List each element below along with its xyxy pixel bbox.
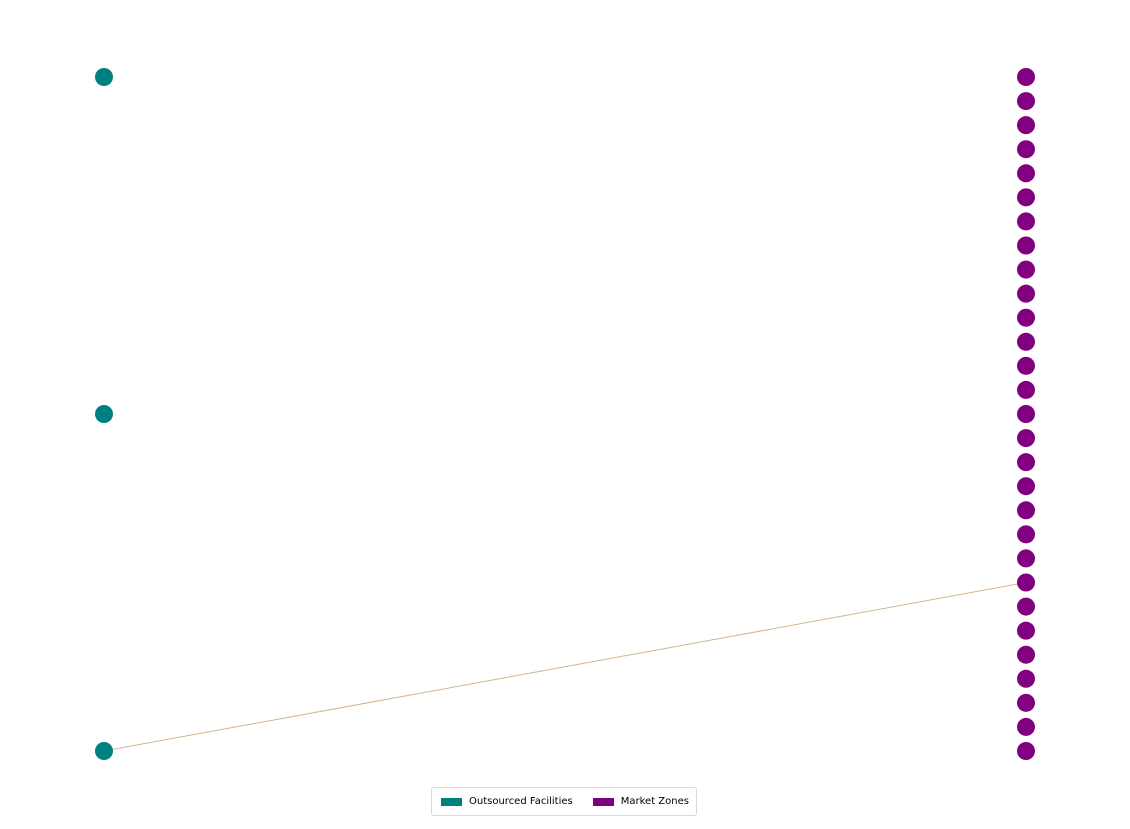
market-zone-node-11 [1017,308,1035,327]
facilities-layer [95,68,113,760]
market-zone-node-7 [1017,212,1035,231]
market-zone-node-22 [1017,573,1035,592]
market-zone-node-1 [1017,68,1035,86]
facility-node-2 [95,405,113,423]
legend-item-zones: Market Zones [592,796,689,807]
market-zone-node-18 [1017,477,1035,496]
zones-layer [1017,68,1035,760]
market-zone-node-4 [1017,140,1035,159]
legend: Outsourced Facilities Market Zones [431,787,697,816]
market-zone-node-17 [1017,453,1035,472]
market-zone-node-19 [1017,501,1035,520]
market-zone-node-20 [1017,525,1035,544]
market-zone-node-13 [1017,356,1035,375]
market-zone-node-2 [1017,92,1035,111]
market-zone-node-25 [1017,645,1035,664]
market-zone-node-9 [1017,260,1035,279]
market-zone-node-8 [1017,236,1035,255]
market-zone-node-12 [1017,332,1035,351]
market-zone-node-3 [1017,116,1035,135]
market-zone-node-27 [1017,693,1035,712]
market-zone-node-23 [1017,597,1035,616]
market-zone-node-15 [1017,405,1035,423]
legend-label-facilities: Outsourced Facilities [469,796,573,807]
market-zone-node-10 [1017,284,1035,303]
market-zone-node-6 [1017,188,1035,207]
market-zone-node-29 [1017,742,1035,760]
facility-node-1 [95,68,113,86]
market-zone-node-24 [1017,621,1035,640]
legend-label-zones: Market Zones [620,796,689,807]
legend-swatch-zones [592,797,614,806]
market-zone-node-16 [1017,429,1035,448]
market-zone-node-26 [1017,669,1035,688]
edges-layer [103,582,1027,752]
market-zone-node-21 [1017,549,1035,568]
legend-swatch-facilities [441,797,462,806]
market-zone-node-28 [1017,717,1035,736]
facility-node-3 [95,742,113,760]
market-zone-node-5 [1017,164,1035,183]
legend-item-facilities: Outsourced Facilities [441,796,573,807]
edge-facility-2-zone-21 [103,582,1027,752]
market-zone-node-14 [1017,380,1035,399]
